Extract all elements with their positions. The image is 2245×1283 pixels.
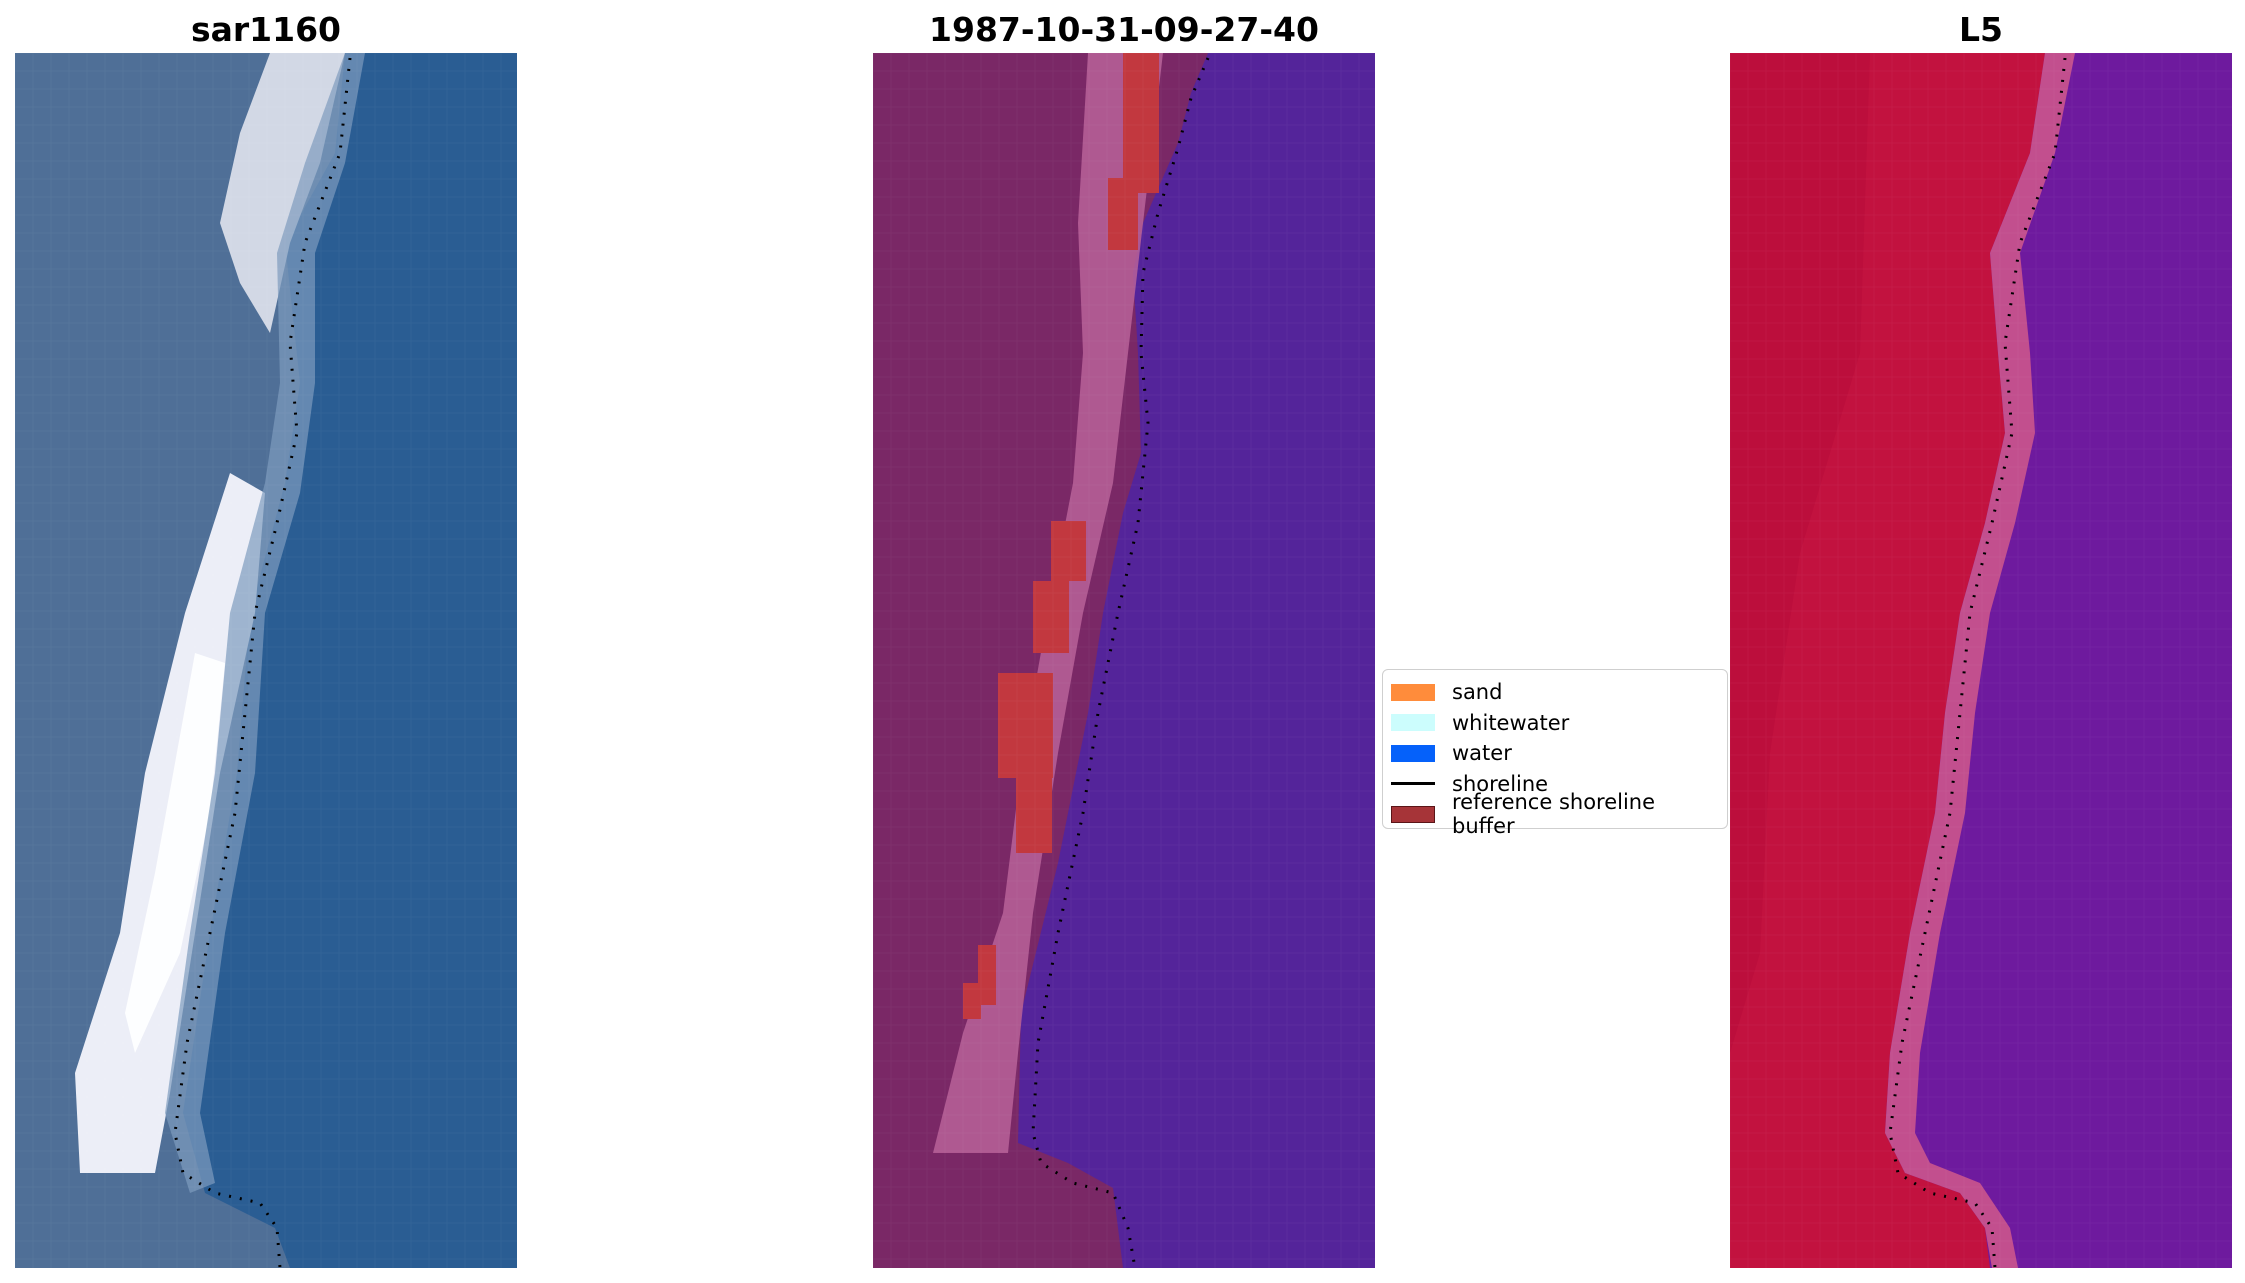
- shoreline-dots: [1888, 57, 2067, 1268]
- legend-label: reference shoreline buffer: [1452, 790, 1656, 839]
- shoreline-line-swatch: [1391, 782, 1435, 786]
- panel-title-1: sar1160: [190, 10, 342, 49]
- satellite-rgb-image: [15, 53, 517, 1268]
- legend-label: water: [1452, 741, 1512, 766]
- legend-item-reference-buffer: reference shoreline buffer: [1391, 790, 1719, 838]
- shoreline-dots: [173, 57, 352, 1268]
- index-image: [1730, 53, 2232, 1268]
- legend: sand whitewater water shoreline referenc…: [1382, 669, 1728, 838]
- whitewater-swatch: [1391, 714, 1435, 732]
- reference-buffer-swatch: [1391, 805, 1435, 823]
- panel-title-2: 1987-10-31-09-27-40: [929, 10, 1319, 49]
- legend-item-shoreline: shoreline: [1391, 769, 1719, 800]
- legend-label: shoreline: [1452, 771, 1549, 796]
- legend-item-whitewater: whitewater: [1391, 708, 1719, 739]
- water-swatch: [1391, 744, 1435, 762]
- legend-item-water: water: [1391, 738, 1719, 769]
- legend-item-sand: sand: [1391, 677, 1719, 708]
- sand-swatch: [1391, 683, 1435, 701]
- panel-title-3: L5: [1959, 10, 2003, 49]
- legend-label: sand: [1452, 680, 1503, 705]
- classification-image: [873, 53, 1375, 1268]
- legend-label: whitewater: [1452, 710, 1570, 735]
